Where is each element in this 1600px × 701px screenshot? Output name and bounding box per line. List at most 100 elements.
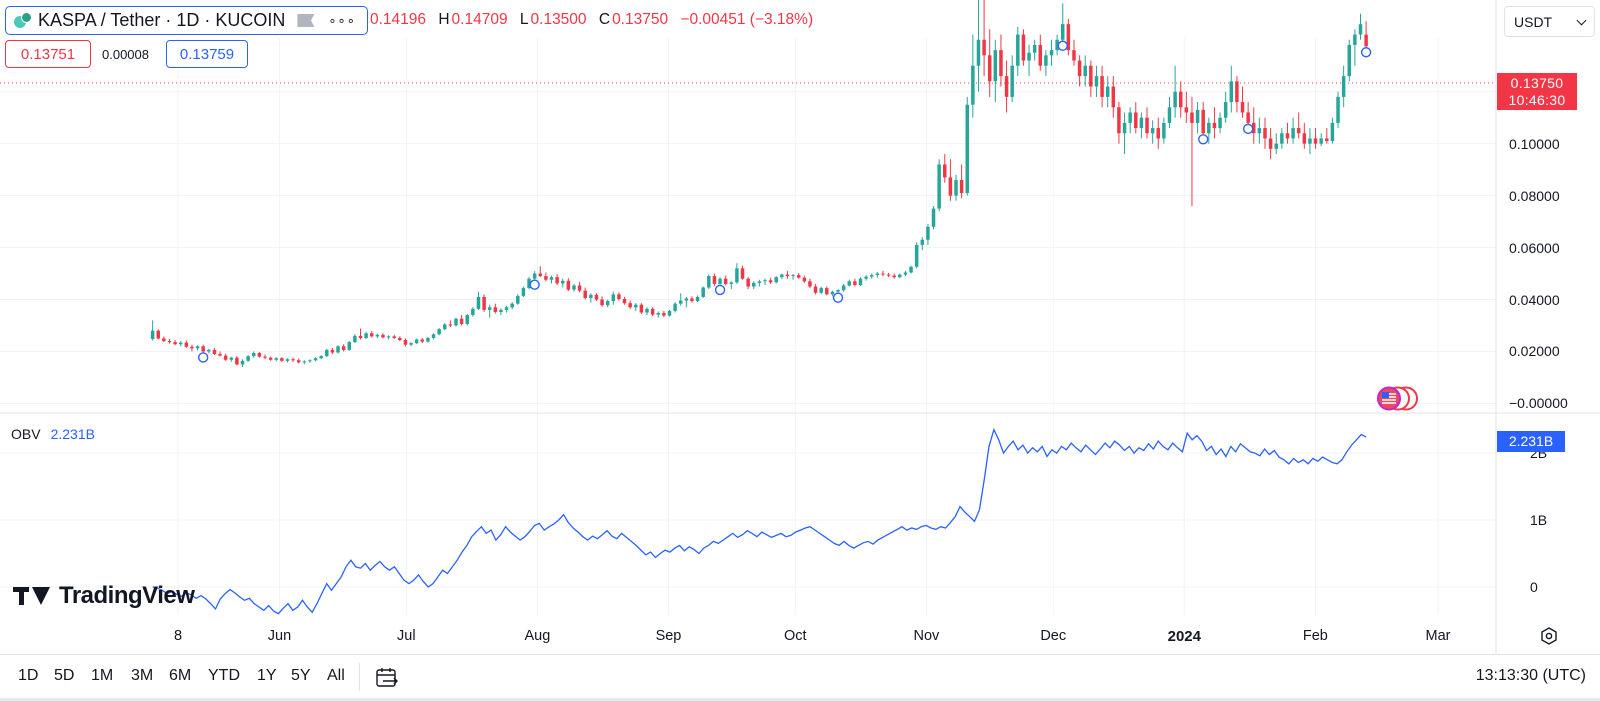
- candle-body: [347, 342, 352, 350]
- range-3m-button[interactable]: 3M: [131, 667, 154, 684]
- range-1y-button[interactable]: 1Y: [257, 667, 277, 684]
- ohlc-close: 0.13750: [612, 11, 669, 28]
- candle-body: [650, 308, 655, 315]
- candle-body: [864, 276, 868, 279]
- time-tick-label: Feb: [1302, 628, 1328, 644]
- candle-body: [1061, 24, 1065, 40]
- candle-body: [605, 301, 610, 306]
- candle-body: [263, 356, 267, 358]
- candle-body: [527, 278, 531, 289]
- candle-body: [1263, 128, 1267, 139]
- event-marker[interactable]: [1360, 47, 1372, 58]
- sell-button[interactable]: 0.13751: [5, 40, 91, 68]
- candle-body: [841, 285, 846, 291]
- currency-select[interactable]: USDT: [1504, 6, 1595, 37]
- tradingview-logo[interactable]: TradingView: [13, 582, 195, 610]
- candle-body: [150, 330, 155, 339]
- spread-value: 0.00008: [102, 46, 149, 62]
- candle-body: [1336, 96, 1340, 123]
- event-marker[interactable]: [1242, 123, 1254, 135]
- range-5y-button[interactable]: 5Y: [291, 667, 311, 684]
- candle-body: [628, 303, 632, 308]
- candle-body: [976, 39, 981, 66]
- candle-body: [386, 336, 391, 338]
- candle-body: [959, 180, 964, 194]
- ohlc-high-label: H: [438, 11, 450, 28]
- candle-body: [583, 290, 587, 298]
- range-all-button[interactable]: All: [327, 667, 345, 684]
- candle-body: [268, 357, 273, 360]
- range-1m-button[interactable]: 1M: [91, 667, 114, 684]
- candle-body: [971, 65, 975, 105]
- candle-body: [555, 277, 559, 284]
- candle-body: [313, 358, 318, 361]
- candle-body: [1049, 50, 1054, 56]
- candle-body: [1280, 133, 1284, 144]
- settings-icon[interactable]: [1540, 627, 1558, 645]
- time-tick-label: Sep: [655, 628, 682, 644]
- utc-clock[interactable]: 13:13:30 (UTC): [1475, 667, 1586, 684]
- candle-body: [600, 299, 604, 306]
- candle-body: [409, 343, 413, 345]
- obv-legend[interactable]: OBV 2.231B: [11, 426, 95, 442]
- buy-button[interactable]: 0.13759: [166, 40, 248, 68]
- candle-body: [207, 349, 211, 352]
- range-6m-button[interactable]: 6M: [169, 667, 192, 684]
- candle-body: [746, 278, 750, 287]
- candle-body: [381, 334, 385, 338]
- candle-body: [156, 330, 160, 339]
- flag-icon[interactable]: [297, 14, 315, 27]
- candle-body: [173, 342, 177, 345]
- candle-body: [398, 337, 402, 341]
- candle-body: [471, 308, 475, 316]
- candle-body: [1156, 128, 1160, 139]
- candle-body: [774, 277, 778, 283]
- candle-body: [190, 346, 194, 349]
- candle-body: [819, 288, 823, 293]
- kaspa-logo-icon: [14, 11, 32, 30]
- candle-body: [240, 360, 245, 365]
- event-marker[interactable]: [1057, 40, 1068, 51]
- candle-body: [1257, 128, 1262, 134]
- toolbar-separator: [359, 663, 360, 691]
- last-price-value: 0.13750: [1510, 75, 1564, 91]
- event-marker[interactable]: [197, 352, 209, 363]
- candle-body: [201, 346, 205, 352]
- us-flag-icon[interactable]: [1376, 386, 1421, 411]
- event-marker[interactable]: [1197, 134, 1209, 145]
- candle-body: [448, 324, 453, 326]
- event-marker[interactable]: [832, 292, 844, 303]
- candle-body: [465, 315, 469, 324]
- symbol-title: KASPA / Tether · 1D · KUCOIN: [38, 10, 286, 30]
- candle-body: [1066, 24, 1071, 51]
- event-marker[interactable]: [714, 284, 726, 296]
- candle-body: [611, 294, 616, 302]
- candle-body: [1246, 112, 1250, 123]
- candle-body: [1190, 112, 1194, 123]
- candle-body: [1173, 91, 1177, 108]
- candle-body: [353, 335, 357, 343]
- time-tick-label: 2024: [1167, 628, 1201, 645]
- candle-body: [965, 104, 969, 194]
- candle-body: [701, 287, 705, 297]
- candle-body: [954, 180, 958, 196]
- candle-body: [1364, 34, 1368, 47]
- candle-body: [684, 298, 689, 301]
- candle-body: [1296, 128, 1301, 134]
- candle-body: [1094, 76, 1099, 87]
- brand-name: TradingView: [59, 582, 195, 609]
- candle-body: [617, 294, 621, 299]
- calendar-range-icon[interactable]: [375, 666, 399, 690]
- range-5d-button[interactable]: 5D: [54, 667, 75, 684]
- candle-body: [729, 282, 734, 284]
- event-marker[interactable]: [529, 279, 540, 290]
- range-ytd-button[interactable]: YTD: [208, 667, 240, 684]
- symbol-button[interactable]: KASPA / Tether · 1D · KUCOIN ∘∘∘: [5, 6, 368, 35]
- candle-body: [639, 304, 644, 313]
- candle-body: [853, 281, 857, 285]
- range-1d-button[interactable]: 1D: [18, 667, 39, 684]
- candle-body: [285, 359, 290, 361]
- more-icon[interactable]: ∘∘∘: [328, 12, 356, 28]
- candle-body: [1010, 65, 1014, 97]
